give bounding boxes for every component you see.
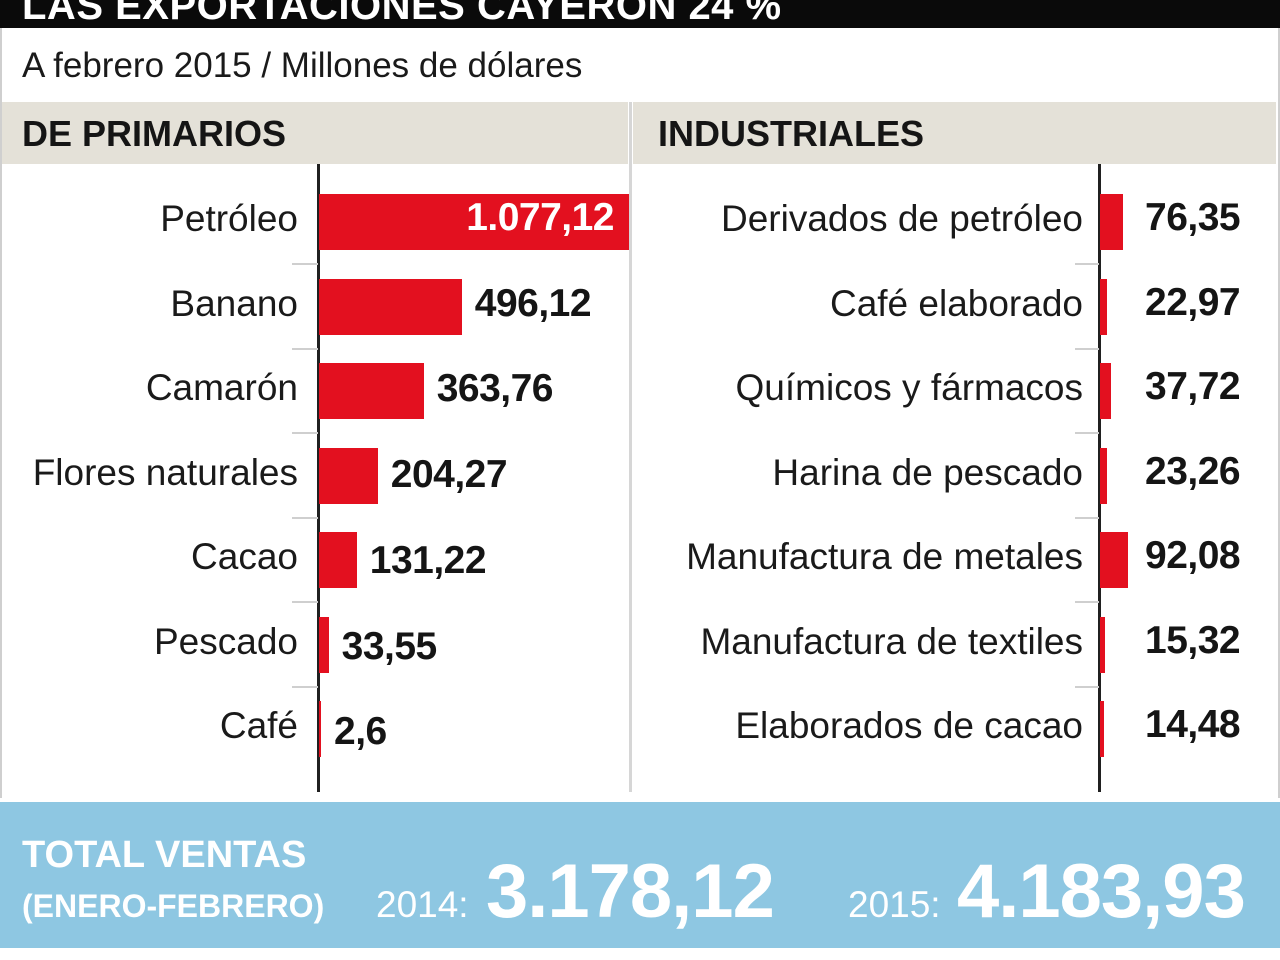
industriales-value-label: 14,48	[1145, 703, 1241, 746]
primarios-category-label: Flores naturales	[32, 451, 298, 493]
industriales-row-separator	[1075, 432, 1099, 434]
industriales-value-label: 92,08	[1145, 534, 1241, 577]
industriales-bar	[1100, 278, 1107, 335]
title-bar: LAS EXPORTACIONES CAYERON 24 %	[0, 0, 1280, 28]
chart-title: LAS EXPORTACIONES CAYERON 24 %	[22, 0, 782, 28]
year-2014-label: 2014:	[376, 884, 469, 925]
primarios-bar	[319, 701, 321, 757]
chart-frame	[0, 28, 1280, 798]
industriales-category-label: Químicos y fármacos	[735, 367, 1083, 408]
primarios-header: DE PRIMARIOS	[2, 102, 628, 164]
industriales-value-label: 76,35	[1145, 196, 1241, 239]
industriales-category-label: Manufactura de metales	[686, 536, 1083, 577]
industriales-row-separator	[1075, 601, 1099, 603]
industriales-bar	[1100, 701, 1105, 757]
primarios-value-label: 204,27	[390, 453, 508, 497]
industriales-bar	[1100, 447, 1108, 504]
total-2014-value: 3.178,12	[486, 849, 775, 934]
bottom-strip	[0, 948, 1280, 960]
industriales-bar	[1100, 532, 1128, 588]
primarios-axis	[317, 164, 320, 792]
primarios-bar	[319, 447, 378, 504]
industriales-bar	[1100, 616, 1105, 673]
total-2015-value: 4.183,93	[957, 849, 1246, 934]
year-2015-label: 2015:	[848, 884, 941, 925]
primarios-category-label: Cacao	[191, 536, 298, 577]
industriales-bar	[1100, 194, 1124, 250]
primarios-header-label: DE PRIMARIOS	[22, 113, 287, 154]
primarios-row-separator	[292, 432, 318, 434]
primarios-category-label: Café	[219, 705, 298, 746]
total-label-line2: (ENERO-FEBRERO)	[22, 888, 325, 924]
column-divider	[629, 102, 632, 792]
industriales-category-label: Harina de pescado	[772, 451, 1083, 493]
primarios-value-label: 33,55	[341, 624, 438, 668]
industriales-row-separator	[1075, 263, 1099, 265]
industriales-value-label: 22,97	[1145, 280, 1241, 324]
primarios-bar	[319, 194, 629, 250]
primarios-value-label: 363,76	[436, 367, 554, 411]
primarios-row-separator	[292, 516, 318, 519]
industriales-value-label: 15,32	[1145, 618, 1241, 662]
primarios-row-separator	[292, 263, 318, 265]
primarios-category-label: Pescado	[154, 620, 298, 662]
industriales-category-label: Café elaborado	[829, 282, 1083, 324]
industriales-value-label: 37,72	[1145, 365, 1241, 408]
total-ventas-band: TOTAL VENTAS (ENERO-FEBRERO) 2014: 3.178…	[0, 802, 1280, 948]
total-label-line1: TOTAL VENTAS	[22, 834, 307, 876]
primarios-bar	[319, 278, 462, 335]
primarios-value-label: 2,6	[334, 710, 387, 754]
primarios-category-label: Banano	[170, 282, 298, 324]
industriales-row-separator	[1075, 347, 1099, 350]
primarios-value-label: 131,22	[369, 538, 487, 582]
industriales-category-label: Elaborados de cacao	[735, 705, 1083, 746]
primarios-bar	[319, 532, 357, 588]
primarios-category-label: Petróleo	[160, 198, 298, 239]
primarios-bar	[319, 363, 424, 419]
industriales-header: INDUSTRIALES	[633, 102, 1276, 164]
industriales-category-label: Derivados de petróleo	[721, 198, 1083, 239]
industriales-axis	[1098, 164, 1101, 792]
primarios-value-label: 1.077,12	[466, 196, 614, 239]
primarios-row-separator	[292, 601, 318, 603]
primarios-bar	[319, 616, 329, 673]
primarios-row-separator	[292, 347, 318, 350]
industriales-header-label: INDUSTRIALES	[658, 113, 925, 154]
industriales-row-separator	[1075, 685, 1099, 688]
chart-subtitle: A febrero 2015 / Millones de dólares	[22, 46, 583, 85]
industriales-bar	[1100, 363, 1112, 419]
industriales-category-label: Manufactura de textiles	[700, 620, 1083, 662]
primarios-category-label: Camarón	[145, 367, 298, 408]
primarios-value-label: 496,12	[474, 281, 592, 325]
industriales-value-label: 23,26	[1145, 449, 1241, 493]
primarios-row-separator	[292, 685, 318, 688]
industriales-row-separator	[1075, 516, 1099, 519]
